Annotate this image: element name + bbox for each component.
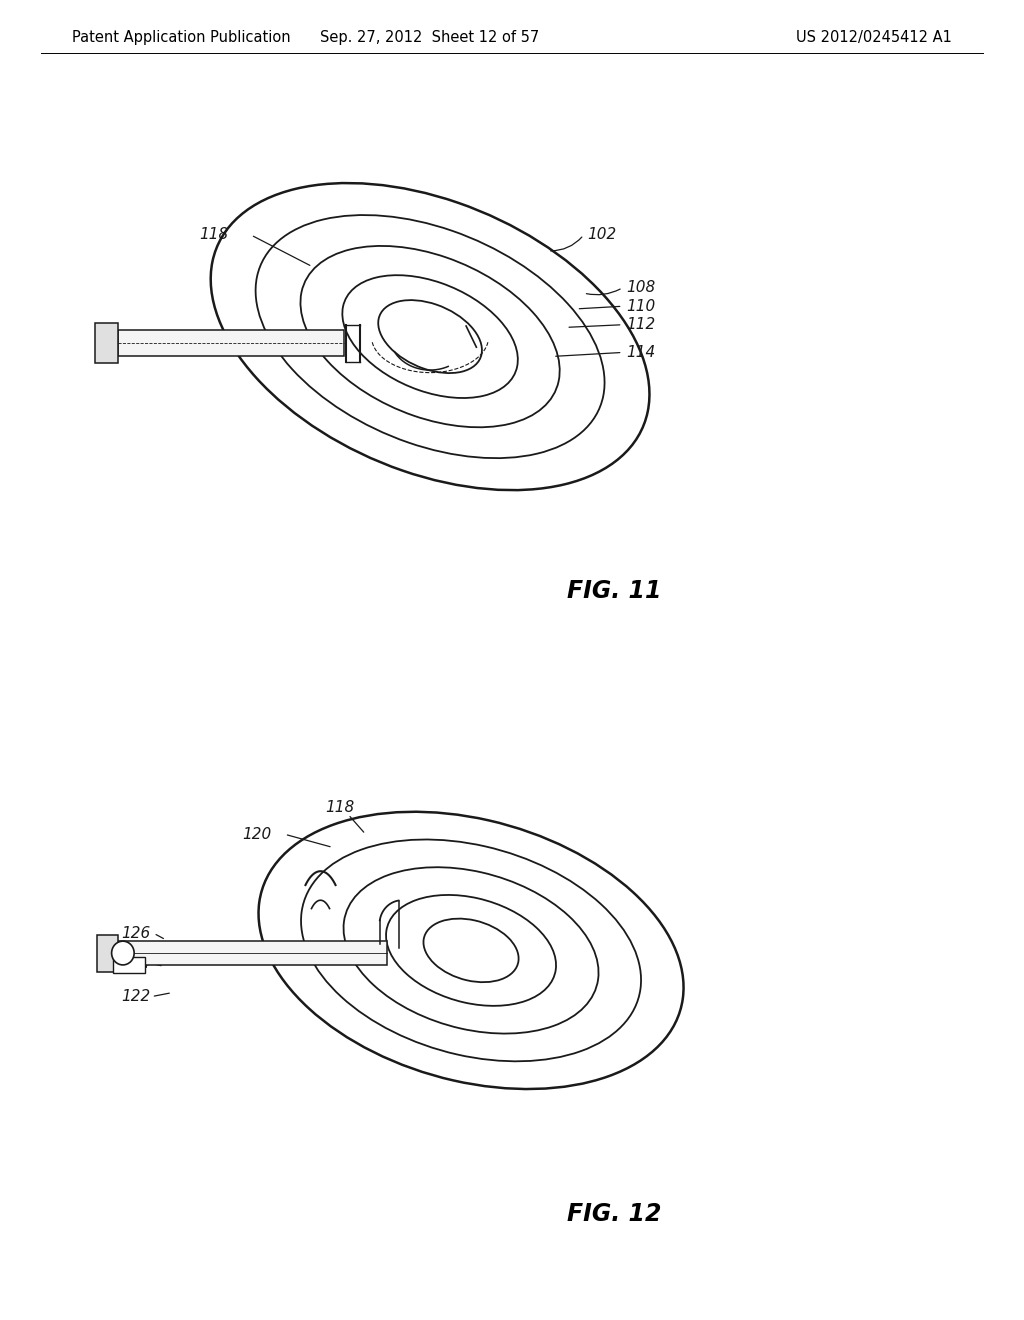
- Ellipse shape: [378, 300, 482, 374]
- Text: 118: 118: [326, 800, 355, 816]
- Text: 110: 110: [627, 298, 656, 314]
- Text: 108: 108: [627, 280, 656, 296]
- Text: 122: 122: [121, 989, 151, 1005]
- Text: 124: 124: [121, 956, 151, 972]
- Ellipse shape: [112, 941, 134, 965]
- Text: 126: 126: [121, 925, 151, 941]
- FancyBboxPatch shape: [118, 330, 343, 356]
- Text: FIG. 12: FIG. 12: [567, 1203, 662, 1226]
- FancyBboxPatch shape: [97, 935, 118, 972]
- Text: 102: 102: [587, 227, 616, 243]
- Text: Patent Application Publication: Patent Application Publication: [72, 30, 291, 45]
- Text: US 2012/0245412 A1: US 2012/0245412 A1: [797, 30, 952, 45]
- Text: 118: 118: [200, 227, 229, 243]
- Text: 112: 112: [627, 317, 656, 333]
- Ellipse shape: [300, 246, 560, 428]
- Text: Sep. 27, 2012  Sheet 12 of 57: Sep. 27, 2012 Sheet 12 of 57: [321, 30, 540, 45]
- Ellipse shape: [301, 840, 641, 1061]
- Ellipse shape: [342, 275, 518, 399]
- FancyBboxPatch shape: [118, 941, 387, 965]
- Text: FIG. 11: FIG. 11: [567, 579, 662, 603]
- Ellipse shape: [343, 867, 599, 1034]
- Ellipse shape: [258, 812, 684, 1089]
- Text: 120: 120: [243, 826, 272, 842]
- Ellipse shape: [386, 895, 556, 1006]
- Text: 114: 114: [627, 345, 656, 360]
- FancyBboxPatch shape: [113, 957, 145, 973]
- Ellipse shape: [424, 919, 518, 982]
- Ellipse shape: [256, 215, 604, 458]
- Ellipse shape: [211, 183, 649, 490]
- FancyBboxPatch shape: [95, 323, 118, 363]
